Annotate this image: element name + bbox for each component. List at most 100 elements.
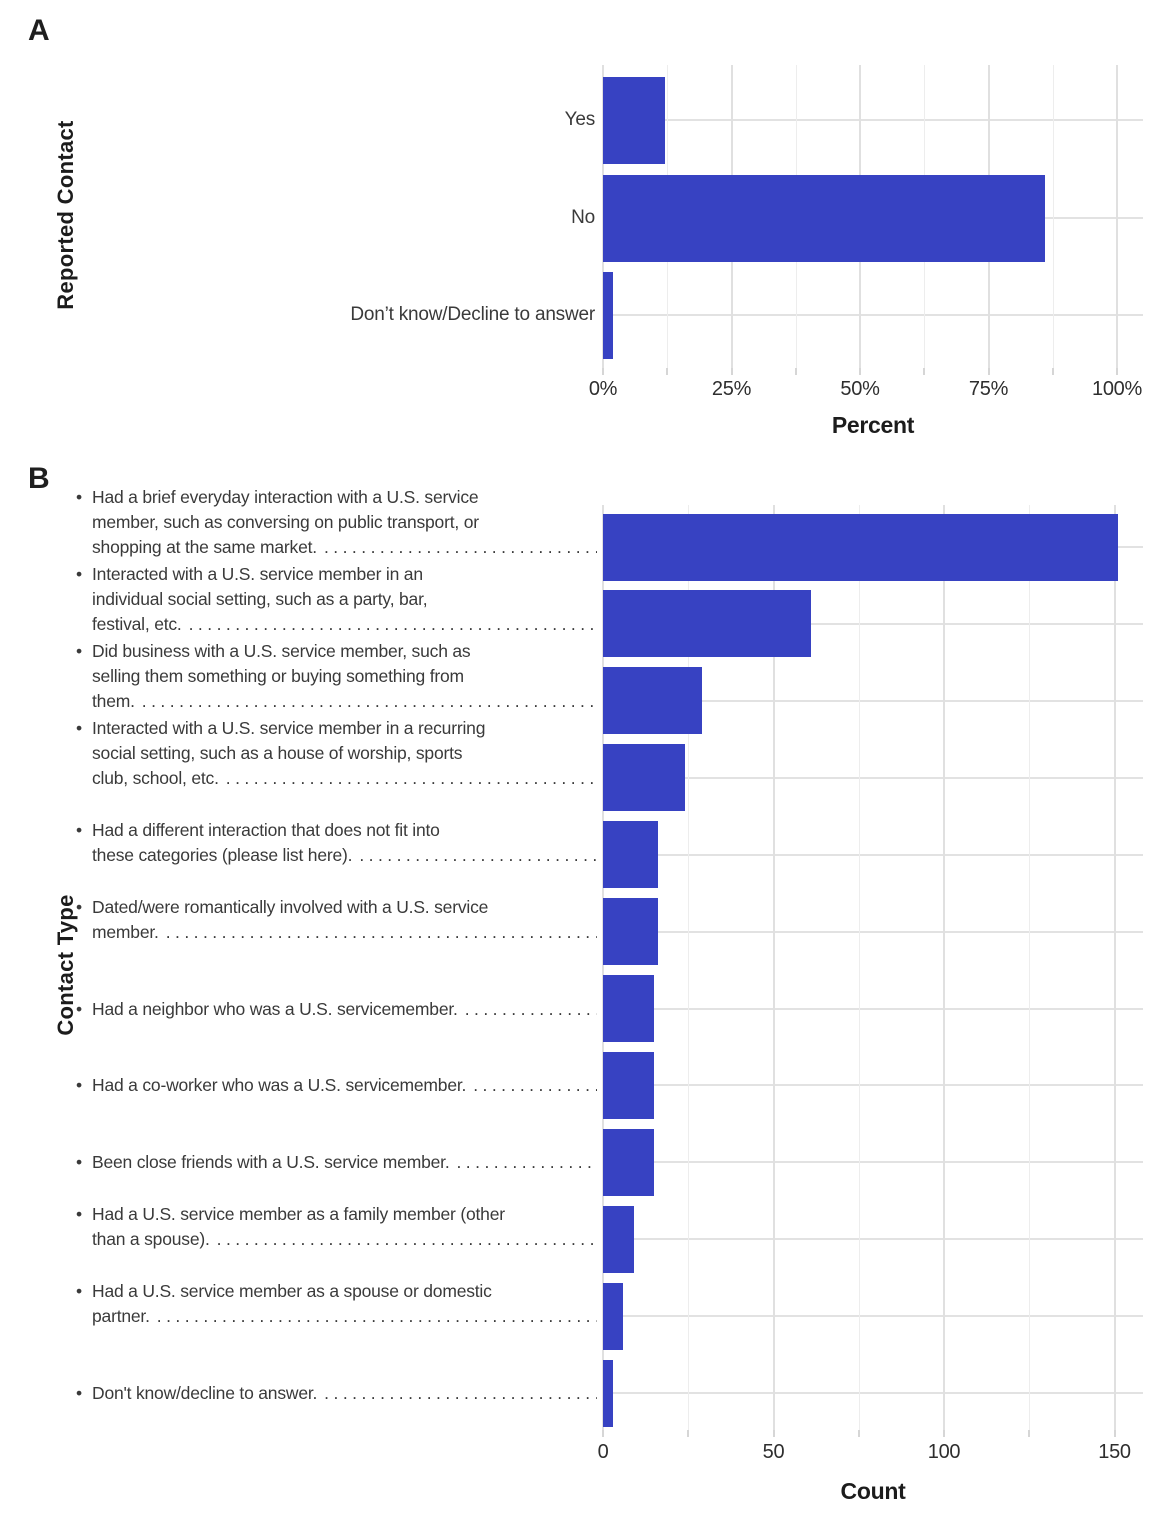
panel-b-bar-9: [603, 1205, 634, 1273]
dotted-leader: . . . . . . . . . . . . . . . . . . . . …: [473, 1075, 597, 1096]
label-line: festival, etc.: [92, 613, 182, 634]
panel-a-bar-0: [603, 76, 665, 164]
label-line: partner.: [92, 1306, 150, 1327]
panel-b-bar-0: [603, 513, 1118, 581]
panel-a-x-tick-label: 100%: [1092, 378, 1142, 400]
dotted-leader: . . . . . . . . . . . . . . . . . . . . …: [464, 998, 597, 1019]
panel-b-bar-6: [603, 975, 655, 1043]
panel-b-hgridline-10: [603, 1315, 1143, 1318]
label-line: them.: [92, 690, 135, 711]
bullet-icon: •: [76, 640, 82, 661]
panel-a-minor-gridline: [1052, 65, 1054, 368]
panel-b-axis-tick: [602, 1430, 604, 1437]
label-line: shopping at the same market.: [92, 537, 317, 557]
panel-b-hgridline-6: [603, 1007, 1143, 1010]
panel-b-bar-2: [603, 667, 702, 735]
label-line: Interacted with a U.S. service member in…: [92, 717, 486, 738]
panel-b-minor-gridline: [688, 505, 690, 1430]
panel-a-axis-tick: [987, 368, 990, 375]
panel-a-axis-tick: [1116, 368, 1118, 375]
label-line: Had a U.S. service member as a spouse or…: [92, 1281, 492, 1302]
label-line: member.: [92, 921, 159, 942]
panel-b-hgridline-9: [603, 1238, 1143, 1241]
bullet-icon: •: [76, 896, 82, 917]
panel-a-x-tick-label: 75%: [968, 378, 1009, 400]
panel-a-category-label-0: Yes: [564, 109, 596, 130]
panel-a-bar-2: [603, 271, 614, 359]
label-line: Had a different interaction that does no…: [92, 819, 440, 840]
panel-b-axis-tick: [943, 1430, 945, 1437]
label-line: these categories (please list here).: [92, 844, 353, 865]
panel-a-axis-tick: [730, 368, 733, 375]
panel-b-bar-7: [603, 1051, 655, 1119]
panel-a-axis-tick: [923, 368, 926, 375]
panel-a-category-label-2: Don’t know/Decline to answer: [350, 304, 595, 325]
panel-b-major-gridline: [772, 505, 775, 1430]
dotted-leader: . . . . . . . . . . . . . . . . . . . . …: [359, 844, 597, 865]
panel-b-axis-tick: [1113, 1430, 1116, 1437]
panel-b-minor-gridline: [858, 505, 860, 1430]
panel-b-axis-tick: [687, 1430, 690, 1437]
panel-b-x-tick-label: 50: [762, 1441, 785, 1463]
panel-b-category-labels: • Had a brief everyday interaction with a…: [76, 0, 597, 1536]
panel-a-category-label-1: No: [571, 207, 595, 228]
label-line: than a spouse).: [92, 1229, 210, 1250]
panel-b-axis-tick: [1028, 1430, 1031, 1437]
bullet-icon: •: [76, 1281, 82, 1302]
panel-b-axis-tick: [772, 1430, 775, 1437]
dotted-leader: . . . . . . . . . . . . . . . . . . . . …: [456, 1152, 597, 1173]
label-line: Did business with a U.S. service member,…: [92, 640, 471, 661]
panel-a-plot-area: [602, 65, 1143, 375]
panel-a-x-tick-label: 50%: [840, 378, 880, 400]
bullet-icon: •: [76, 487, 82, 507]
panel-a-bar-1: [603, 174, 1046, 262]
panel-a-axis-tick: [602, 368, 604, 375]
panel-b-hgridline-11: [603, 1392, 1143, 1395]
panel-b-category-label-11: • Don't know/decline to answer. . . . . . …: [76, 1381, 597, 1406]
dotted-leader: . . . . . . . . . . . . . . . . . . . . …: [165, 921, 597, 942]
panel-b-x-tick-label: 150: [1098, 1441, 1131, 1463]
panel-a-tag: A: [28, 14, 50, 47]
panel-b-category-label-3: • Interacted with a U.S. service member i…: [76, 716, 597, 791]
panel-a-axis-tick: [794, 368, 797, 375]
panel-b-x-axis-title: Count: [840, 1478, 906, 1504]
label-line: Had a neighbor who was a U.S. servicemem…: [92, 998, 458, 1019]
panel-b-hgridline-5: [603, 930, 1143, 933]
panel-b-bar-4: [603, 821, 658, 889]
dotted-leader: . . . . . . . . . . . . . . . . . . . . …: [323, 537, 597, 557]
bullet-icon: •: [76, 563, 82, 584]
panel-a-x-axis-title: Percent: [831, 412, 915, 438]
panel-a-x-tick-label: 0%: [588, 378, 618, 400]
panel-b-category-label-10: • Had a U.S. service member as a spouse o…: [76, 1279, 597, 1329]
label-line: Interacted with a U.S. service member in…: [92, 563, 423, 584]
panel-b-major-gridline: [602, 505, 604, 1430]
panel-a-hgridline-2: [603, 314, 1143, 316]
bullet-icon: •: [76, 1075, 82, 1096]
panel-b-hgridline-3: [603, 776, 1143, 779]
bullet-icon: •: [76, 998, 82, 1019]
label-line: selling them something or buying somethi…: [92, 665, 464, 686]
panel-b-major-gridline: [943, 505, 945, 1430]
bullet-icon: •: [76, 717, 82, 738]
panel-b-x-tick-label: 100: [927, 1441, 961, 1463]
panel-a-axis-tick: [1051, 368, 1054, 375]
dotted-leader: . . . . . . . . . . . . . . . . . . . . …: [188, 613, 597, 634]
panel-b-bar-11: [603, 1359, 614, 1427]
panel-b-category-label-1: • Interacted with a U.S. service member i…: [76, 562, 597, 637]
panel-b-minor-gridline: [1029, 505, 1031, 1430]
panel-b-axis-tick: [857, 1430, 860, 1437]
bullet-icon: •: [76, 1383, 82, 1404]
dotted-leader: . . . . . . . . . . . . . . . . . . . . …: [216, 1229, 597, 1250]
panel-b-major-gridline: [1113, 505, 1116, 1430]
label-line: individual social setting, such as a par…: [92, 588, 428, 609]
panel-b-x-tick-label: 0: [597, 1441, 609, 1463]
label-line: Been close friends with a U.S. service m…: [92, 1152, 450, 1173]
panel-b-bar-5: [603, 898, 658, 966]
panel-a-axis-tick: [666, 368, 669, 375]
panel-b-category-label-8: • Been close friends with a U.S. service …: [76, 1150, 597, 1175]
panel-b-category-label-6: • Had a neighbor who was a U.S. serviceme…: [76, 997, 597, 1022]
panel-b-hgridline-7: [603, 1084, 1143, 1087]
label-line: Had a brief everyday interaction with a …: [92, 487, 479, 507]
panel-a-axis-tick: [859, 368, 861, 375]
